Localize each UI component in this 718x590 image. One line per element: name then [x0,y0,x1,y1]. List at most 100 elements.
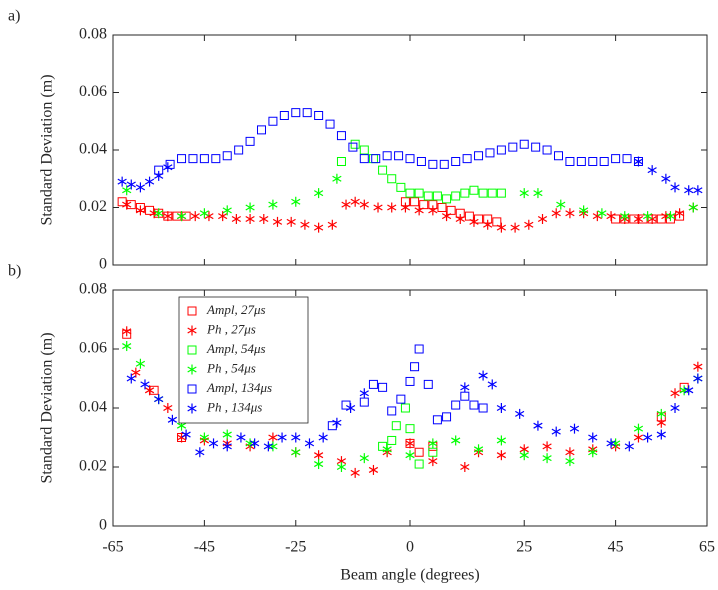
data-point [460,188,470,198]
star-stroke [350,198,360,205]
data-point [579,205,589,216]
data-point [350,196,360,207]
star-stroke [222,431,232,438]
data-point [222,429,232,440]
y-tick-label: 0.06 [79,83,107,100]
legend-marker [187,306,197,316]
y-axis-label: Standard Deviation (m) [39,74,56,225]
data-point [487,188,497,198]
square-marker [396,394,406,404]
star-stroke [341,201,351,208]
data-point [642,432,653,443]
legend-marker [187,384,197,394]
data-point [478,188,488,198]
data-point [414,459,424,469]
star-stroke [187,327,197,334]
star-stroke [428,440,438,447]
data-point [291,432,301,443]
square-marker [187,306,197,316]
star-stroke [313,224,324,231]
data-point [199,208,210,219]
star-stroke [647,167,657,174]
star-stroke [250,440,260,447]
data-point [394,151,404,161]
data-point [382,444,392,455]
star-stroke [519,446,529,453]
data-point [268,199,278,210]
data-point [350,139,360,149]
data-point [478,403,488,413]
data-point [620,211,630,222]
star-stroke [405,440,415,447]
data-point [542,145,552,155]
square-marker [291,108,301,118]
data-point [428,438,438,449]
star-stroke [268,201,278,208]
data-point [387,174,397,184]
square-marker [414,459,424,469]
data-point [199,154,209,164]
data-point [135,182,146,193]
legend-label: Ph , 134μs [206,399,262,414]
star-stroke [268,443,278,450]
data-point [496,188,506,198]
star-stroke [154,172,164,179]
square-marker [423,191,433,201]
star-stroke [656,410,666,417]
data-point [177,154,187,164]
x-tick-label: 65 [699,539,715,556]
star-stroke [647,215,657,223]
data-point [359,388,369,399]
star-stroke [126,181,136,188]
square-marker [432,191,442,201]
star-stroke [469,218,479,225]
star-stroke [222,443,232,450]
data-point [163,162,173,173]
square-marker [437,203,447,212]
data-point [348,142,358,152]
star-stroke [606,213,616,220]
data-point [451,191,461,201]
data-point [336,157,346,166]
square-marker [336,157,346,166]
square-marker [336,131,346,141]
data-point [126,373,136,384]
data-point [483,219,493,230]
square-marker [314,111,324,120]
data-point [597,208,607,219]
data-point [263,441,273,452]
data-point [368,464,379,475]
square-marker [442,412,452,422]
square-marker [588,157,598,166]
data-point [222,205,232,216]
square-marker [423,379,433,389]
star-stroke [268,434,278,441]
data-point [245,136,255,146]
square-marker [487,188,497,198]
data-point [533,420,543,431]
y-tick-label: 0.08 [79,26,107,43]
data-point [259,214,269,224]
star-stroke [542,455,552,462]
star-stroke [135,360,146,367]
data-point [144,176,155,187]
data-point [428,205,438,216]
x-tick-label: 0 [406,539,414,556]
square-marker [414,188,424,198]
star-stroke [633,215,644,223]
data-point [508,142,518,152]
square-marker [391,421,401,431]
star-stroke [661,213,671,220]
star-stroke [245,204,255,211]
star-stroke [304,440,315,447]
data-point [405,154,415,164]
square-marker [199,154,209,164]
star-stroke [350,469,360,476]
data-point [140,379,150,390]
square-marker [211,154,221,164]
star-stroke [387,204,397,211]
square-marker [576,157,586,166]
data-point [460,462,470,472]
square-marker [387,406,397,416]
data-point [455,214,465,224]
